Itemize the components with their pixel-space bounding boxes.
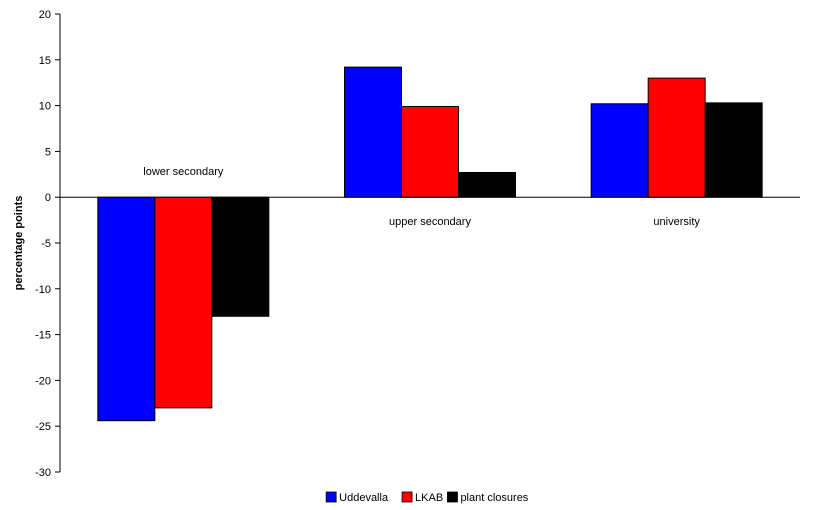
bar-plant-closures xyxy=(458,171,516,198)
bar-uddevalla xyxy=(344,66,402,198)
y-axis-title: percentage points xyxy=(13,196,25,291)
y-tick-label: 5 xyxy=(45,146,51,158)
category-label: university xyxy=(653,216,700,228)
y-tick-label: -25 xyxy=(35,421,51,433)
bar-uddevalla xyxy=(590,103,649,198)
bar-uddevalla xyxy=(97,196,156,422)
y-tick-label: 15 xyxy=(39,55,51,67)
y-tick-label: -30 xyxy=(35,467,51,479)
y-tick-label: 20 xyxy=(39,9,51,21)
y-tick-label: -20 xyxy=(35,375,51,387)
bar-plant-closures xyxy=(211,196,270,317)
category-label: upper secondary xyxy=(389,216,471,228)
y-tick-label: -5 xyxy=(41,238,51,250)
legend-swatch xyxy=(447,491,458,503)
legend-swatch xyxy=(401,491,413,503)
legend-label: Uddevalla xyxy=(339,492,389,504)
y-tick-label: -10 xyxy=(35,284,51,296)
bar-lkab xyxy=(401,106,459,198)
bar-lkab xyxy=(154,196,213,409)
legend: Uddevalla LKAB plant closures xyxy=(325,491,529,504)
bar-plant-closures xyxy=(704,102,763,198)
y-tick-label: 10 xyxy=(39,101,51,113)
legend-label: LKAB xyxy=(415,492,443,504)
legend-swatch xyxy=(325,491,337,503)
category-label: lower secondary xyxy=(143,166,224,178)
y-tick-label: 0 xyxy=(45,192,51,204)
bars-layer xyxy=(97,66,763,422)
legend-label: plant closures xyxy=(460,492,528,504)
y-tick-label: -15 xyxy=(35,330,51,342)
bar-lkab xyxy=(647,77,706,198)
category-labels: lower secondary upper secondary university xyxy=(143,166,700,228)
